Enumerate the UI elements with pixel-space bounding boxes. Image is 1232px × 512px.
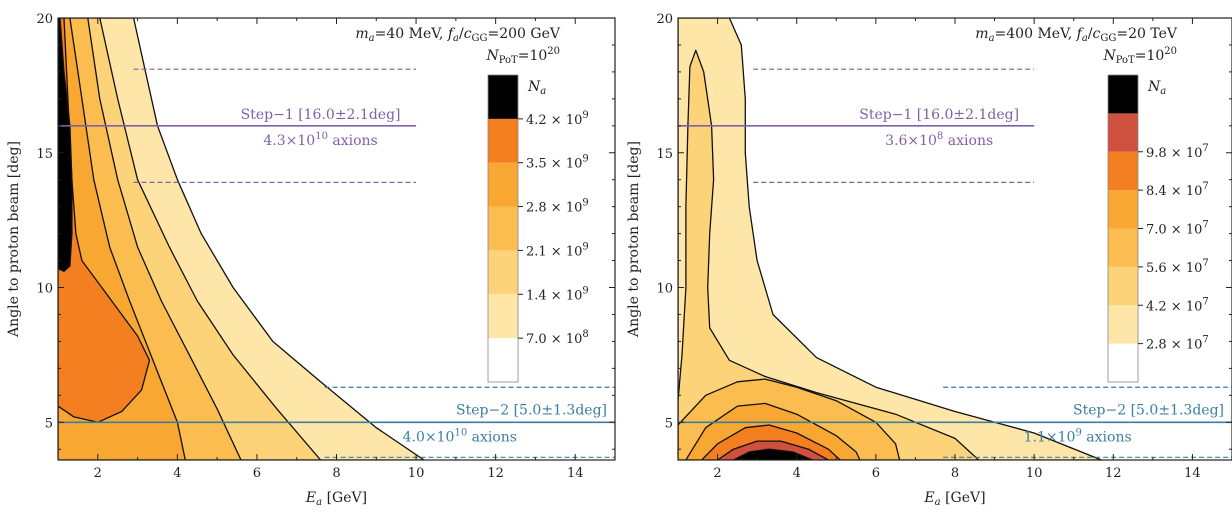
x-tick-label: 8 [332,466,340,481]
x-axis-title: Ea [GeV] [923,490,985,508]
colorbar: 2.8 × 107 4.2 × 107 5.6 × 107 7.0 × 107 8.4 … [1107,74,1209,383]
contour-group [58,18,425,460]
y-tick-label: 15 [36,147,53,162]
y-tick-label: 10 [36,282,53,297]
colorbar-segment-1 [1108,305,1138,344]
colorbar-tick-label: 9.8 × 107 [1146,143,1209,161]
colorbar-tick-label: 2.1 × 109 [526,241,589,259]
colorbar: 7.0 × 108 1.4 × 109 2.1 × 109 2.8 × 109 3.5 … [487,74,589,383]
colorbar-segment-4 [488,162,518,207]
x-tick-label: 10 [1026,466,1043,481]
colorbar-segment-7 [1108,75,1138,114]
colorbar-segment-2 [488,250,518,295]
colorbar-segment-6 [488,75,518,119]
colorbar-title: Na [1147,79,1166,97]
x-tick-label: 12 [487,466,504,481]
colorbar-segment-0 [1108,343,1138,382]
x-tick-label: 12 [1105,466,1122,481]
step1-count: 3.6×108 axions [885,131,993,149]
x-tick-label: 4 [793,466,801,481]
y-tick-label: 15 [656,147,673,162]
step1-label: Step−1 [16.0±2.1deg] [241,107,401,123]
colorbar-segment-5 [1108,151,1138,191]
plot-panel-2: Step−1 [16.0±2.1deg] 3.6×108 axions Step−2… [626,12,1232,508]
colorbar-tick-label: 2.8 × 107 [1146,335,1209,353]
contour-region-level-7 [732,448,814,460]
y-axis-title: Angle to proton beam [deg] [626,141,642,338]
x-tick-label: 14 [567,466,584,481]
x-tick-label: 4 [173,466,181,481]
colorbar-tick-label: 4.2 × 107 [1146,296,1209,314]
colorbar-tick-label: 1.4 × 109 [526,285,589,303]
colorbar-tick-label: 8.4 × 107 [1146,181,1209,199]
colorbar-tick-label: 7.0 × 108 [526,329,589,347]
colorbar-tick-label: 2.8 × 109 [526,198,589,216]
step2-label: Step−2 [5.0±1.3deg] [456,402,607,418]
step2-label: Step−2 [5.0±1.3deg] [1073,402,1224,418]
x-axis-title: Ea [GeV] [305,490,367,508]
x-tick-label: 14 [1184,466,1201,481]
y-tick-label: 5 [665,416,673,431]
colorbar-title: Na [527,79,546,97]
x-axis: 2 4 6 8 10 12 14 Ea [GeV] [677,18,1232,508]
step2-count: 1.1×109 axions [1024,427,1132,445]
colorbar-segment-3 [1108,228,1138,267]
colorbar-segment-4 [1108,190,1138,229]
y-tick-label: 20 [36,12,53,27]
y-axis-title: Angle to proton beam [deg] [6,141,22,338]
y-axis: 5 10 15 20 Angle to proton beam [deg] [6,12,615,450]
colorbar-tick-label: 4.2 × 109 [526,110,589,128]
x-tick-label: 10 [408,466,425,481]
y-tick-label: 5 [45,416,53,431]
contour-region-level-6 [58,18,73,272]
x-tick-label: 2 [94,466,102,481]
colorbar-segment-3 [488,206,518,251]
params-line-2: NPoT=1020 [1102,46,1177,66]
contour-region-level-1 [678,18,1103,460]
colorbar-segment-5 [488,118,518,163]
params-line-1: ma=400 MeV, fa/cGG=20 TeV [975,26,1178,44]
colorbar-tick-label: 3.5 × 109 [526,154,589,172]
x-tick-label: 6 [872,466,880,481]
y-axis: 5 10 15 20 Angle to proton beam [deg] [626,12,1232,450]
params-line-2: NPoT=1020 [485,46,560,66]
x-tick-label: 6 [253,466,261,481]
params-line-1: ma=40 MeV, fa/cGG=200 GeV [355,26,561,44]
step1-count: 4.3×1010 axions [263,131,377,149]
colorbar-segment-1 [488,294,518,339]
colorbar-segment-0 [488,338,518,382]
y-tick-label: 20 [656,12,673,27]
step1-label: Step−1 [16.0±2.1deg] [859,107,1019,123]
colorbar-segment-6 [1108,113,1138,152]
x-tick-label: 8 [951,466,959,481]
contour-group [678,18,1103,460]
y-tick-label: 10 [656,282,673,297]
colorbar-tick-label: 5.6 × 107 [1146,258,1209,276]
step2-count: 4.0×1010 axions [403,427,517,445]
colorbar-segment-2 [1108,266,1138,306]
plot-panel-1: Step−1 [16.0±2.1deg] 4.3×1010 axions Step−… [6,12,616,508]
x-axis: 2 4 6 8 10 12 14 Ea [GeV] [57,18,616,508]
colorbar-tick-label: 7.0 × 107 [1146,220,1209,238]
x-tick-label: 2 [713,466,721,481]
